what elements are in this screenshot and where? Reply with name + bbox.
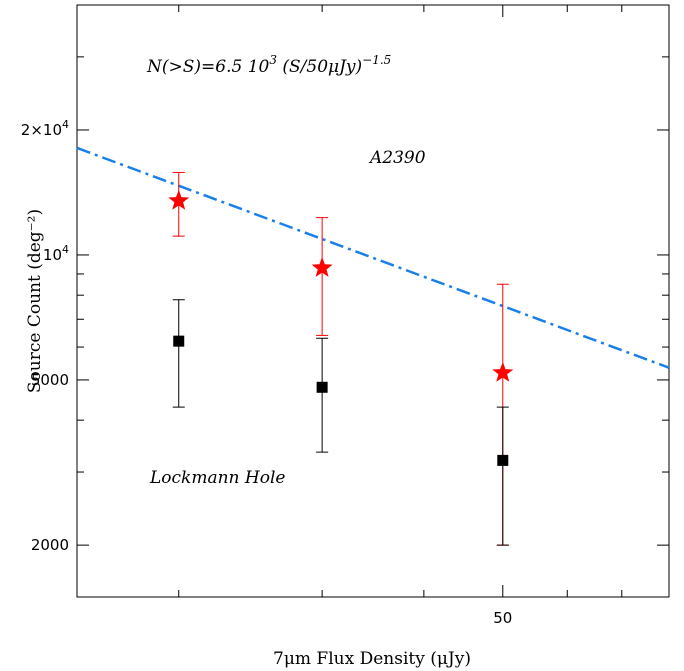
power-law-fit-line [76, 146, 670, 369]
y-tick-label: 5000 [31, 371, 69, 389]
fit-line-layer [76, 146, 670, 369]
x-tick-label: 50 [493, 609, 512, 627]
y-tick-label: 2000 [31, 536, 69, 554]
tick-marks [77, 4, 670, 597]
lockman-annotation: Lockmann Hole [149, 468, 285, 488]
square-marker [497, 454, 509, 466]
tick-labels: 2000 5000 104 2×104 50 [21, 118, 513, 627]
star-marker [168, 189, 190, 210]
x-axis-label: 7μm Flux Density (μJy) [273, 649, 471, 669]
data-points-layer [168, 171, 514, 546]
y-axis-label: Source Count (deg⁻²) [25, 209, 45, 393]
plot-frame [76, 4, 670, 598]
square-marker [173, 335, 185, 347]
y-tick-label: 2×104 [21, 118, 69, 139]
y-tick-label: 104 [43, 243, 69, 264]
square-marker [316, 381, 328, 393]
formula-annotation: N(>S)=6.5 103 (S/50μJy)−1.5 [146, 53, 391, 77]
star-marker [311, 257, 333, 277]
star-marker [492, 361, 514, 382]
a2390-annotation: A2390 [368, 148, 426, 168]
